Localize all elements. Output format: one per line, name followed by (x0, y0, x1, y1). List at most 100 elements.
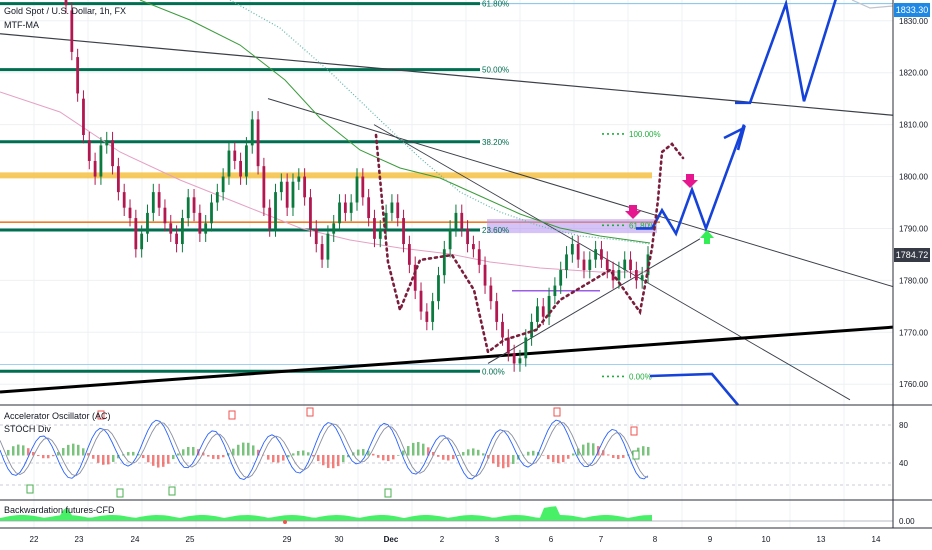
moving-average-line (139, 0, 651, 244)
osc-bar (307, 452, 310, 456)
purple-box (487, 219, 657, 234)
divergence-marker (632, 450, 640, 460)
osc-bar (267, 455, 270, 460)
projection-drawings (374, 0, 894, 406)
candle (93, 160, 97, 177)
candle (146, 212, 149, 234)
candle (518, 358, 522, 364)
candle (233, 150, 237, 161)
osc-bar (427, 447, 430, 456)
candle (157, 192, 161, 208)
stoch-d-line (0, 421, 649, 479)
osc-bar (297, 450, 300, 456)
candle (122, 192, 126, 208)
osc-bar (57, 452, 60, 456)
osc-bar (527, 451, 530, 456)
candle (111, 140, 114, 167)
osc-bar (187, 446, 190, 456)
candle (524, 337, 528, 359)
candle (501, 321, 504, 338)
candle (192, 197, 196, 213)
candle (297, 176, 301, 182)
time-tick-label: 23 (75, 535, 84, 544)
candle (582, 259, 586, 270)
candle (419, 290, 423, 312)
candle (629, 259, 632, 270)
osc-bar (582, 444, 585, 456)
osc-bar (382, 455, 385, 461)
osc-bar (62, 448, 65, 456)
candle (239, 160, 242, 177)
oscillator-pane (0, 407, 893, 498)
osc-bar (357, 449, 360, 456)
osc-tick-label: 40 (899, 459, 908, 468)
osc-bar (262, 454, 265, 456)
candle (634, 270, 638, 281)
osc-bar (342, 455, 345, 463)
price-tick-label: 1770.00 (899, 328, 928, 337)
osc-bar (302, 450, 305, 456)
sell-arrow-icon (682, 174, 698, 188)
candle (105, 140, 109, 146)
osc-bar (232, 448, 235, 456)
osc-bar (622, 455, 625, 458)
candle (413, 264, 417, 291)
osc-bar (7, 449, 10, 456)
osc-bar (97, 455, 100, 463)
candle (570, 244, 574, 255)
osc-bar (52, 455, 55, 457)
time-tick-label: 2 (440, 535, 445, 544)
candle (576, 244, 580, 260)
osc-bar (157, 455, 160, 468)
candle (250, 119, 254, 146)
osc-bar (422, 443, 425, 456)
osc-bar (457, 455, 460, 457)
osc-bar (647, 446, 650, 456)
osc-bar (377, 455, 380, 458)
price-tick-label: 1810.00 (899, 121, 928, 130)
osc-bar (487, 455, 490, 459)
candle (448, 228, 452, 250)
time-tick-label: 6 (549, 535, 554, 544)
trendline (487, 238, 701, 364)
osc-bar (507, 455, 510, 468)
candle (274, 192, 277, 229)
osc-bar (112, 455, 115, 462)
candle (367, 197, 371, 219)
osc-tick-label: 80 (899, 421, 908, 430)
projection-path (735, 0, 837, 105)
candle (378, 228, 382, 239)
candle (407, 244, 411, 265)
candle (594, 249, 598, 260)
osc-bar (217, 455, 220, 460)
osc-bar (592, 443, 595, 456)
osc-bar (407, 446, 410, 456)
indicator-name: MTF-MA (4, 20, 39, 30)
candle (76, 57, 80, 94)
fib-level-label: 23.60% (482, 226, 509, 235)
candle (332, 223, 336, 234)
candle (553, 285, 557, 296)
fib-level-label: 0.00% (482, 367, 505, 376)
osc-bar (412, 442, 415, 456)
osc-bar (102, 455, 105, 465)
trendlines (0, 33, 894, 401)
time-tick-label: Dec (384, 535, 399, 544)
osc-bar (72, 443, 75, 456)
osc-bar (27, 448, 30, 456)
oscillator-title: Accelerator Oscillator (AC) (4, 411, 111, 421)
osc-bar (502, 455, 505, 469)
time-tick-label: 30 (335, 535, 344, 544)
trendline (373, 124, 851, 401)
osc-bar (202, 452, 205, 456)
projection-fib-label: 61.80% (629, 221, 656, 230)
dotted-projection-path (374, 133, 685, 355)
osc-bar (142, 455, 145, 459)
osc-bar (327, 455, 330, 468)
osc-bar (552, 455, 555, 463)
osc-bar (237, 444, 240, 456)
osc-bar (362, 449, 365, 456)
osc-bar (192, 447, 195, 456)
